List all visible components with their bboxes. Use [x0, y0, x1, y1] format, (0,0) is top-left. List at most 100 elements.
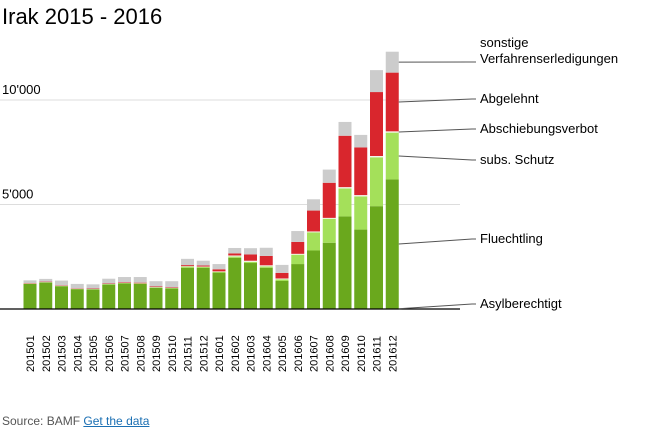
bar-abschiebungsverbot: [338, 187, 352, 189]
bar-group-201504: [70, 283, 84, 309]
bar-sonstige-verfahrenserledigungen: [322, 169, 336, 183]
bar-abschiebungsverbot: [370, 156, 383, 158]
x-tick-label: 201601: [214, 335, 226, 372]
bar-fluechtling: [385, 179, 399, 309]
bar-group-201501: [23, 280, 37, 309]
bar-sonstige-verfahrenserledigungen: [55, 280, 68, 286]
bar-abgelehnt: [181, 265, 194, 267]
bar-abgelehnt: [118, 282, 131, 283]
bar-sonstige-verfahrenserledigungen: [196, 260, 210, 266]
bar-sonstige-verfahrenserledigungen: [354, 134, 368, 148]
bar-fluechtling: [338, 216, 352, 309]
bar-abgelehnt: [385, 72, 399, 132]
bar-sonstige-verfahrenserledigungen: [86, 284, 100, 289]
x-tick-label: 201511: [183, 336, 195, 372]
bar-fluechtling: [370, 206, 383, 309]
x-tick-label: 201612: [387, 335, 399, 372]
stacked-bar-chart: 5'000 10'000 201501 201502 201503 201504 20150…: [0, 35, 618, 372]
source-footer: Source: BAMF Get the data: [2, 414, 149, 428]
bar-fluechtling: [181, 267, 194, 309]
x-tick-label: 201502: [41, 335, 53, 372]
bar-abgelehnt: [370, 92, 383, 157]
x-tick-label: 201602: [230, 335, 242, 372]
bar-group-201510: [165, 281, 179, 309]
x-tick-label: 201606: [293, 335, 305, 372]
bar-group-201506: [102, 278, 116, 309]
legend-leader-subs-schutz: [398, 155, 476, 161]
bar-sonstige-verfahrenserledigungen: [102, 278, 116, 284]
bar-abschiebungsverbot: [291, 253, 305, 255]
x-tick-label: 201509: [151, 335, 163, 372]
bar-abgelehnt: [133, 282, 147, 284]
x-tick-label: 201512: [198, 335, 210, 372]
x-tick-label: 201610: [356, 335, 368, 372]
bar-subs-schutz: [291, 254, 305, 265]
bar-subs-schutz: [385, 132, 399, 180]
bar-fluechtling: [55, 286, 68, 309]
bar-group-201503: [55, 280, 68, 309]
x-tick-label: 201605: [277, 335, 289, 372]
bar-fluechtling: [39, 282, 53, 309]
bar-sonstige-verfahrenserledigungen: [307, 199, 320, 211]
bar-group-201507: [118, 277, 131, 309]
legend-label-fluechtling: Fluechtling: [480, 231, 543, 246]
bar-group-201601: [212, 264, 226, 309]
bar-fluechtling: [118, 283, 131, 309]
x-tick-label: 201501: [25, 335, 37, 372]
bar-subs-schutz: [212, 271, 226, 273]
bar-fluechtling: [70, 289, 84, 309]
bar-abgelehnt: [291, 241, 305, 254]
legend-label-asylberechtigt: Asylberechtigt: [480, 296, 562, 311]
bar-group-201610: [354, 134, 368, 309]
bar-abschiebungsverbot: [307, 231, 320, 233]
bar-group-201508: [133, 277, 147, 309]
bar-fluechtling: [165, 288, 179, 309]
bar-subs-schutz: [307, 232, 320, 251]
bar-group-201511: [181, 258, 194, 309]
bar-fluechtling: [307, 250, 320, 309]
x-tick-label: 201611: [372, 336, 384, 372]
bar-sonstige-verfahrenserledigungen: [165, 281, 179, 288]
chart-title: Irak 2015 - 2016: [2, 4, 163, 29]
bar-abgelehnt: [354, 147, 368, 196]
bar-subs-schutz: [275, 279, 289, 281]
bar-group-201606: [291, 231, 305, 309]
x-tick-label: 201607: [309, 335, 321, 372]
bar-group-201609: [338, 121, 352, 309]
bar-fluechtling: [244, 263, 257, 309]
bar-abgelehnt: [259, 255, 273, 266]
bar-sonstige-verfahrenserledigungen: [212, 264, 226, 270]
bar-sonstige-verfahrenserledigungen: [338, 121, 352, 136]
bar-group-201603: [244, 248, 257, 309]
bar-abgelehnt: [322, 182, 336, 218]
legend-leader-abgelehnt: [398, 98, 476, 103]
bar-abgelehnt: [275, 272, 289, 279]
bar-subs-schutz: [244, 261, 257, 264]
bar-group-201509: [149, 281, 163, 309]
bar-fluechtling: [354, 229, 368, 309]
bar-fluechtling: [86, 289, 100, 309]
bar-sonstige-verfahrenserledigungen: [259, 247, 273, 256]
bar-abschiebungsverbot: [354, 195, 368, 197]
legend-leader-fluechtling: [398, 238, 476, 245]
bar-abgelehnt: [212, 269, 226, 272]
source-text: Source: BAMF: [2, 414, 81, 428]
bar-abgelehnt: [338, 135, 352, 188]
bar-subs-schutz: [354, 196, 368, 230]
bar-abschiebungsverbot: [385, 131, 399, 133]
x-tick-label: 201507: [120, 335, 132, 372]
bar-fluechtling: [228, 257, 242, 309]
bar-abgelehnt: [244, 254, 257, 261]
y-tick-label: 10'000: [2, 82, 41, 97]
x-tick-label: 201506: [104, 335, 116, 372]
legend-label-abgelehnt: Abgelehnt: [480, 91, 539, 106]
bar-group-201608: [322, 169, 336, 309]
bar-group-201605: [275, 264, 289, 309]
bar-group-201505: [86, 284, 100, 309]
bar-subs-schutz: [228, 256, 242, 258]
bar-sonstige-verfahrenserledigungen: [149, 281, 163, 287]
bar-sonstige-verfahrenserledigungen: [370, 70, 383, 93]
x-tick-label: 201510: [167, 335, 179, 372]
get-data-link[interactable]: Get the data: [83, 414, 150, 428]
bar-subs-schutz: [322, 218, 336, 243]
